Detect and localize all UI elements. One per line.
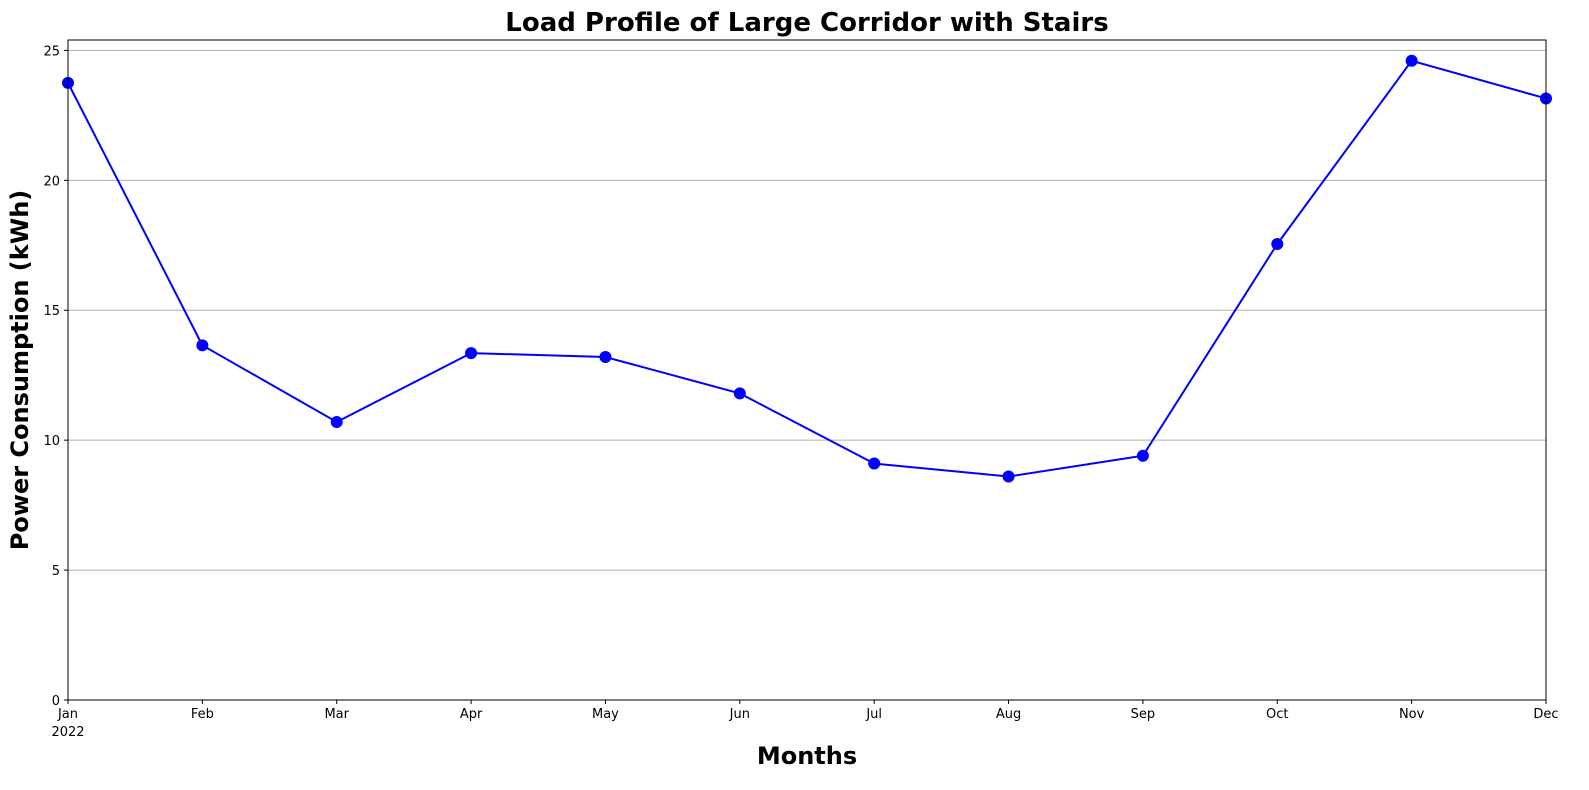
y-tick-label: 10: [43, 434, 60, 449]
series-layer: [62, 54, 1552, 483]
data-point: [196, 339, 209, 352]
x-tick-label: Jul: [865, 707, 882, 722]
chart-title: Load Profile of Large Corridor with Stai…: [505, 8, 1108, 38]
x-tick-label: Jun: [729, 707, 750, 722]
x-tick-label: Sep: [1131, 707, 1156, 722]
y-tick-label: 20: [43, 174, 60, 189]
x-year-label: 2022: [51, 725, 84, 740]
data-point: [1271, 237, 1284, 250]
grid-lines: [68, 49, 1546, 571]
data-point: [1405, 54, 1418, 67]
x-tick-label: Jan: [57, 707, 78, 722]
y-tick-label: 0: [52, 694, 60, 709]
data-point: [330, 415, 343, 428]
data-point: [733, 387, 746, 400]
y-tick-label: 15: [43, 304, 60, 319]
x-axis: 2022 Jan Feb Mar Apr May Jun Jul Aug Sep Oct Nov De…: [51, 700, 1559, 740]
x-tick-label: May: [592, 707, 619, 722]
x-tick-label: Feb: [191, 707, 214, 722]
data-point: [1136, 449, 1149, 462]
y-axis-label: Power Consumption (kWh): [6, 190, 34, 551]
x-tick-label: Oct: [1266, 707, 1288, 722]
x-tick-label: Apr: [460, 707, 483, 722]
x-tick-label: Nov: [1399, 707, 1425, 722]
x-tick-label: Mar: [324, 707, 349, 722]
series-line: [67, 59, 1547, 478]
x-axis-label: Months: [757, 742, 857, 770]
y-axis: 0 5 10 15 20 25: [43, 44, 68, 709]
y-tick-label: 25: [43, 44, 60, 59]
plot-frame: [67, 39, 1547, 701]
data-point: [599, 351, 612, 364]
y-tick-label: 5: [52, 564, 60, 579]
x-tick-label: Aug: [996, 707, 1021, 722]
data-point: [1002, 470, 1015, 483]
data-point: [868, 457, 881, 470]
data-point: [465, 347, 478, 360]
x-tick-label: Dec: [1533, 707, 1558, 722]
